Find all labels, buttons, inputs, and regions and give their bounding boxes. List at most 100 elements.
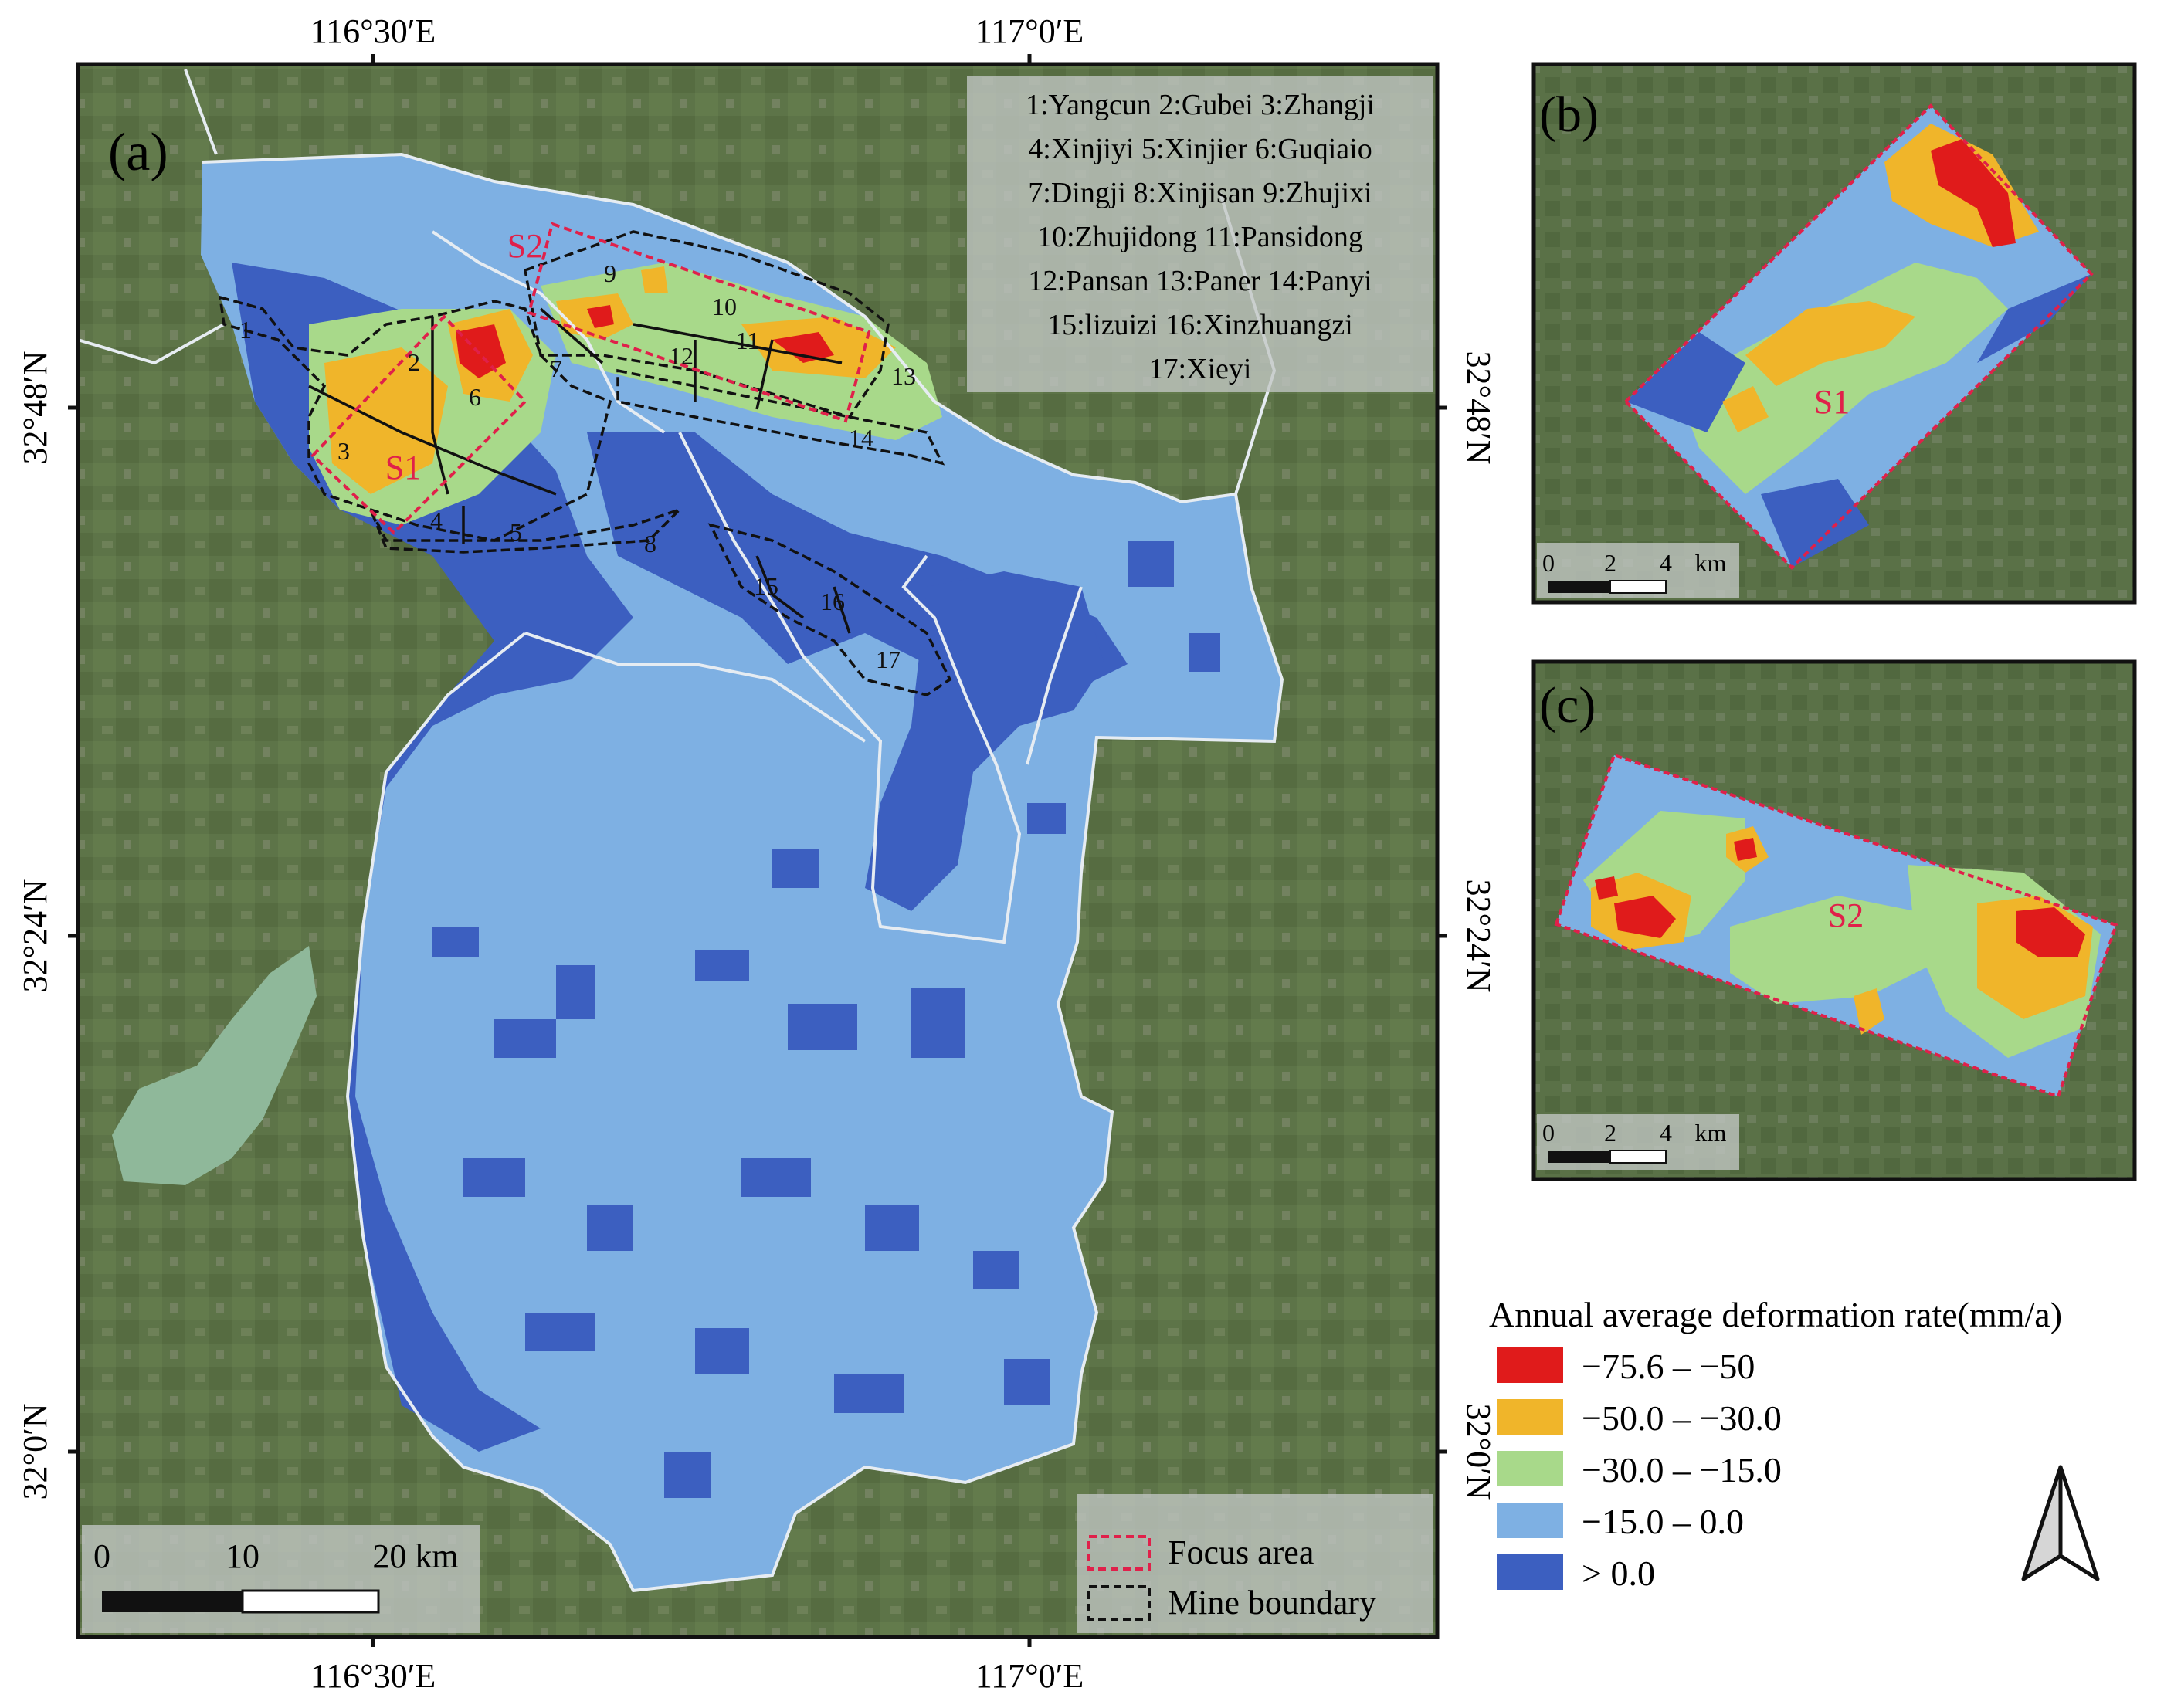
s2-focus-outline: [1554, 753, 2118, 1099]
legend-class-label: −15.0 – 0.0: [1582, 1502, 1744, 1541]
deformation-legend: Annual average deformation rate(mm/a) −7…: [1489, 1295, 2062, 1593]
bottom-tick-label: 117°0′E: [975, 1657, 1084, 1695]
mine-number: 6: [469, 383, 481, 411]
legend-class: −75.6 – −50: [1497, 1347, 1755, 1386]
scale-tick-label: 20 km: [372, 1537, 458, 1575]
legend-swatch: [1497, 1347, 1563, 1383]
panel-c-label: (c): [1539, 677, 1596, 734]
panel-b-label: (b): [1539, 86, 1599, 143]
s2-zone-red-spot-2: [1734, 838, 1757, 861]
uplift-zone-west: [232, 263, 633, 1452]
s2-zone-yellow-south: [1854, 988, 1884, 1035]
county-boundaries: [78, 69, 1284, 1593]
mine-number: 16: [820, 588, 845, 615]
mine-list-line: 1:Yangcun 2:Gubei 3:Zhangji: [1026, 89, 1375, 121]
scale-bar: 0 10 20 km: [93, 1537, 459, 1614]
focus-label-s1: S1: [385, 449, 421, 486]
legend-class: > 0.0: [1497, 1554, 1655, 1593]
mine-list-line: 12:Pansan 13:Paner 14:Panyi: [1028, 265, 1372, 297]
left-tick-label: 32°24′N: [16, 879, 54, 993]
mine-number: 4: [430, 507, 443, 534]
s1-zone-dark-east: [1977, 274, 2091, 363]
panel-c: (c) S2 0 2 4 km: [1531, 659, 2137, 1181]
panel-c-scale-black: [1548, 1151, 1610, 1163]
panel-b-area-label: S1: [1814, 383, 1850, 421]
mine-list: 1:Yangcun 2:Gubei 3:Zhangji 4:Xinjiyi 5:…: [1026, 89, 1375, 385]
panel-b-scale-unit: km: [1695, 549, 1727, 577]
mine-number: 14: [849, 424, 873, 452]
panel-c-frame: [1531, 659, 2137, 1181]
bottom-tick-label: 116°30′E: [310, 1657, 436, 1695]
focus-label-s2: S2: [507, 227, 543, 265]
legend-class-label: −30.0 – −15.0: [1582, 1450, 1782, 1489]
s2-zone-green-center: [1730, 896, 1931, 1004]
legend-swatch: [1497, 1554, 1563, 1590]
scale-tick-label: 0: [93, 1537, 110, 1575]
mine-boundary-swatch: [1087, 1585, 1151, 1621]
mine-number: 13: [891, 362, 916, 390]
panel-c-scale-unit: km: [1695, 1119, 1727, 1147]
focus-area-swatch: [1087, 1535, 1151, 1571]
mine-number: 5: [510, 518, 522, 546]
panel-a-tick-marks: [68, 54, 1447, 1647]
panel-b-scale-black: [1548, 581, 1610, 593]
legend-class-label: −50.0 – −30.0: [1582, 1398, 1782, 1438]
panel-b-scale-tick: 0: [1542, 549, 1555, 577]
map-legend-box: [1077, 1494, 1433, 1633]
panel-b-frame: [1531, 62, 2137, 605]
uplift-specks: [432, 541, 1220, 1498]
legend-class: −30.0 – −15.0: [1497, 1450, 1782, 1489]
mine-number: 3: [337, 437, 350, 465]
legend-class-label: −75.6 – −50: [1582, 1347, 1755, 1386]
mine-number: 9: [604, 259, 616, 287]
legend-swatch: [1497, 1503, 1563, 1538]
focus-area-s1: [310, 314, 527, 535]
s1-zone-dark-south: [1761, 479, 1869, 568]
mine-number: 17: [876, 646, 901, 673]
legend-class: −15.0 – 0.0: [1497, 1502, 1744, 1541]
s1-zone-yellow-sw: [1722, 386, 1769, 432]
north-arrow-icon: [2021, 1465, 2100, 1581]
panel-c-scale-tick: 4: [1660, 1119, 1672, 1147]
right-tick-label: 32°0′N: [1460, 1404, 1498, 1500]
legend-class-label: > 0.0: [1582, 1554, 1655, 1593]
panel-a-frame: [76, 62, 1440, 1639]
mine-boundary-legend-label: Mine boundary: [1168, 1584, 1376, 1622]
mine-number: 11: [736, 327, 760, 354]
panel-c-scale-white: [1609, 1150, 1667, 1164]
legend-class: −50.0 – −30.0: [1497, 1398, 1782, 1438]
focus-area-legend-label: Focus area: [1168, 1533, 1314, 1571]
mine-list-line: 17:Xieyi: [1149, 353, 1252, 385]
mine-number-labels: 1 2 3 4 5 6 7 8 9 10 11 12 13 14 15 16 1…: [239, 259, 916, 673]
panel-c-area-label: S2: [1828, 896, 1864, 934]
mine-list-line: 10:Zhujidong 11:Pansidong: [1037, 221, 1363, 253]
mine-list-line: 15:lizuizi 16:Xinzhuangzi: [1047, 309, 1353, 341]
right-tick-label: 32°48′N: [1460, 351, 1498, 465]
s1-zone-green: [1676, 263, 2008, 494]
s1-zone-dark-west: [1626, 332, 1745, 432]
left-tick-label: 32°0′N: [16, 1404, 54, 1500]
s2-zone-red-east: [2016, 907, 2085, 957]
mine-number: 12: [669, 342, 694, 370]
s2-zone-red-west: [1614, 896, 1676, 938]
s1-zone-yellow-center: [1745, 301, 1915, 386]
legend-swatch: [1497, 1399, 1563, 1435]
mine-number: 10: [712, 293, 737, 320]
panel-c-scale-tick: 0: [1542, 1119, 1555, 1147]
s1-zone-red: [1931, 139, 2016, 247]
mine-number: 1: [239, 316, 252, 344]
s2-zone-red-spot-1: [1595, 876, 1618, 900]
mine-number: 15: [754, 572, 778, 600]
legend-title: Annual average deformation rate(mm/a): [1489, 1295, 2062, 1334]
panel-b-scale-tick: 4: [1660, 549, 1672, 577]
mine-number: 8: [644, 530, 656, 557]
s1-focus-outline: [1623, 103, 2094, 570]
panel-b: (b) S1 0 2 4 km: [1531, 62, 2137, 605]
scale-tick-label: 10: [226, 1537, 259, 1575]
mine-number: 2: [408, 348, 420, 376]
panel-a: 116°30′E 117°0′E 116°30′E 117°0′E 32°48′…: [16, 12, 1498, 1695]
panel-a-label: (a): [108, 123, 168, 182]
panel-b-scale-tick: 2: [1604, 549, 1616, 577]
panel-c-scale-tick: 2: [1604, 1119, 1616, 1147]
